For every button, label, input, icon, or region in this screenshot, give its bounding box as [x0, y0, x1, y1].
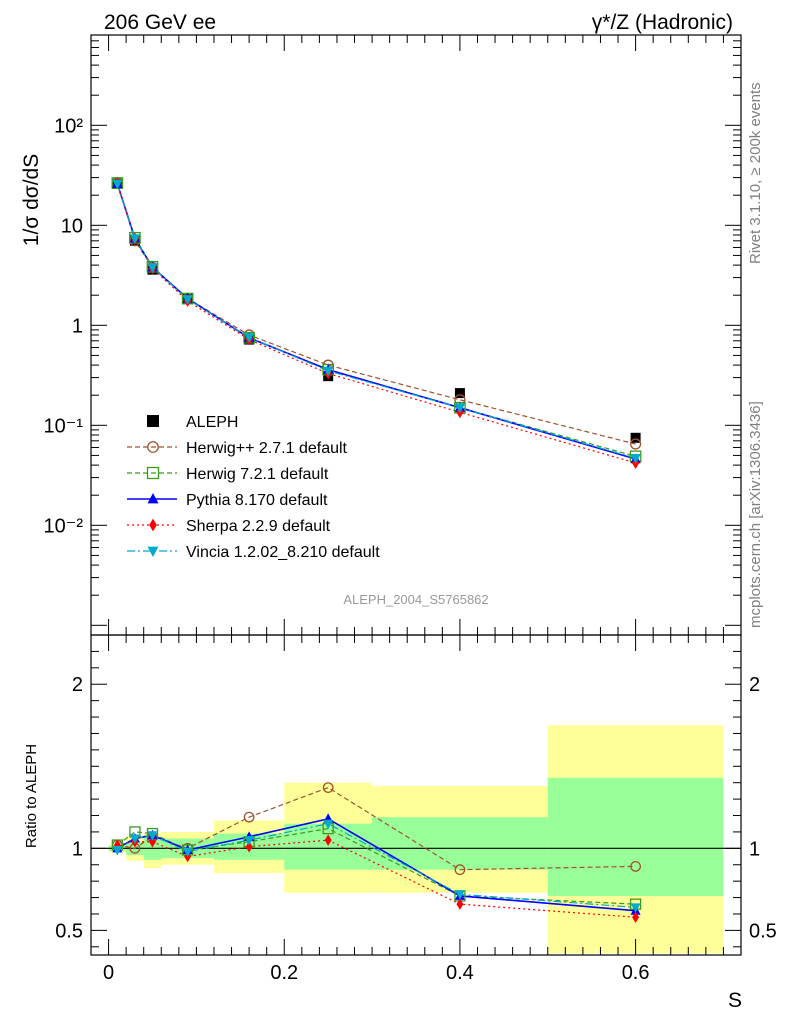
- main-ytick-label: 1: [72, 315, 83, 337]
- main-axes: 10⁻² 10⁻¹ 1 10 10²: [44, 34, 742, 636]
- ratio-axes: 0.5 0.5 1 1 2 2 0 0.2 0.4 0.6: [55, 634, 777, 984]
- legend-marker: [146, 466, 160, 480]
- ratio-point-3: [632, 911, 640, 924]
- ratio-frame: [90, 634, 742, 956]
- legend: ALEPH Herwig++ 2.7.1 default Herwig 7.2.1 …: [127, 414, 380, 561]
- ratio-point-4: [147, 831, 158, 841]
- main-ylabel: 1/σ dσ/dS: [20, 154, 43, 246]
- ratio-series-group: [91, 782, 741, 924]
- ratio-point-4: [112, 845, 123, 856]
- series-point-4: [112, 179, 123, 190]
- legend-label: Herwig 7.2.1 default: [186, 466, 329, 483]
- legend-marker: [147, 441, 159, 453]
- ratio-ytick-label-right: 1: [749, 838, 760, 860]
- ratio-point-0: [454, 864, 466, 876]
- legend-label: Vincia 1.2.02_8.210 default: [186, 544, 380, 561]
- series-line-0: [116, 182, 636, 445]
- ratio-point-3: [456, 898, 464, 910]
- series-point-4: [630, 453, 641, 464]
- header-right: γ*/Z (Hadronic): [592, 11, 733, 34]
- legend-marker: [147, 546, 159, 558]
- legend-marker: [147, 492, 159, 504]
- ratio-uncertainty-bands: [108, 725, 724, 954]
- analysis-label: ALEPH_2004_S5765862: [343, 592, 488, 607]
- main-series-group: [111, 177, 642, 469]
- ratio-point-4: [182, 847, 193, 858]
- series-point-4: [182, 295, 193, 306]
- xtick-label: 0.4: [446, 962, 474, 984]
- ratio-point-4: [129, 834, 140, 844]
- header-left: 206 GeV ee: [104, 11, 216, 34]
- ratio-point-0: [630, 860, 641, 872]
- ratio-point-3: [245, 840, 253, 853]
- legend-label: Pythia 8.170 default: [186, 492, 328, 509]
- mcplots-label: mcplots.cern.ch [arXiv:1306.3436]: [747, 401, 764, 628]
- main-ytick-label: 10⁻¹: [44, 415, 84, 437]
- ratio-point-3: [148, 836, 156, 848]
- ratio-ylabel: Ratio to ALEPH: [23, 744, 40, 848]
- x-axis-label: S: [728, 989, 742, 1012]
- ratio-band-inner: [547, 777, 724, 896]
- ratio-band-inner: [284, 823, 373, 870]
- main-ytick-label: 10: [61, 215, 83, 237]
- rivet-label: Rivet 3.1.10, ≥ 200k events: [747, 82, 764, 264]
- ratio-ytick-label-right: 2: [749, 674, 760, 696]
- aleph-data-point: [630, 432, 641, 443]
- legend-marker: [149, 518, 157, 532]
- xtick-label: 0: [103, 962, 114, 984]
- series-point-4: [454, 403, 466, 414]
- ratio-point-4: [630, 903, 641, 913]
- legend-label: ALEPH: [186, 414, 238, 431]
- series-point-4: [322, 366, 334, 377]
- series-point-4: [129, 234, 141, 245]
- aleph-data-point: [454, 388, 465, 399]
- legend-label: Herwig++ 2.7.1 default: [186, 440, 348, 457]
- ratio-point-3: [324, 834, 332, 846]
- series-point-0: [630, 438, 642, 450]
- ratio-point-4: [323, 819, 334, 830]
- main-ytick-label: 10⁻²: [44, 515, 84, 537]
- series-point-4: [243, 333, 255, 343]
- legend-label: Sherpa 2.2.9 default: [186, 518, 331, 535]
- ratio-ytick-label-left: 0.5: [55, 920, 83, 942]
- ratio-ytick-label-left: 1: [72, 838, 83, 860]
- ratio-ytick-label-left: 2: [72, 674, 83, 696]
- main-ytick-label: 10²: [54, 115, 83, 137]
- ratio-ytick-label-right: 0.5: [749, 920, 777, 942]
- legend-marker: [147, 415, 159, 427]
- ratio-line-1: [116, 828, 636, 905]
- ratio-point-0: [322, 782, 334, 794]
- xtick-label: 0.2: [270, 962, 298, 984]
- ratio-point-4: [454, 890, 465, 900]
- ratio-point-4: [244, 836, 255, 846]
- xtick-label: 0.6: [622, 962, 650, 984]
- series-point-4: [147, 263, 158, 274]
- ratio-point-0: [243, 811, 255, 823]
